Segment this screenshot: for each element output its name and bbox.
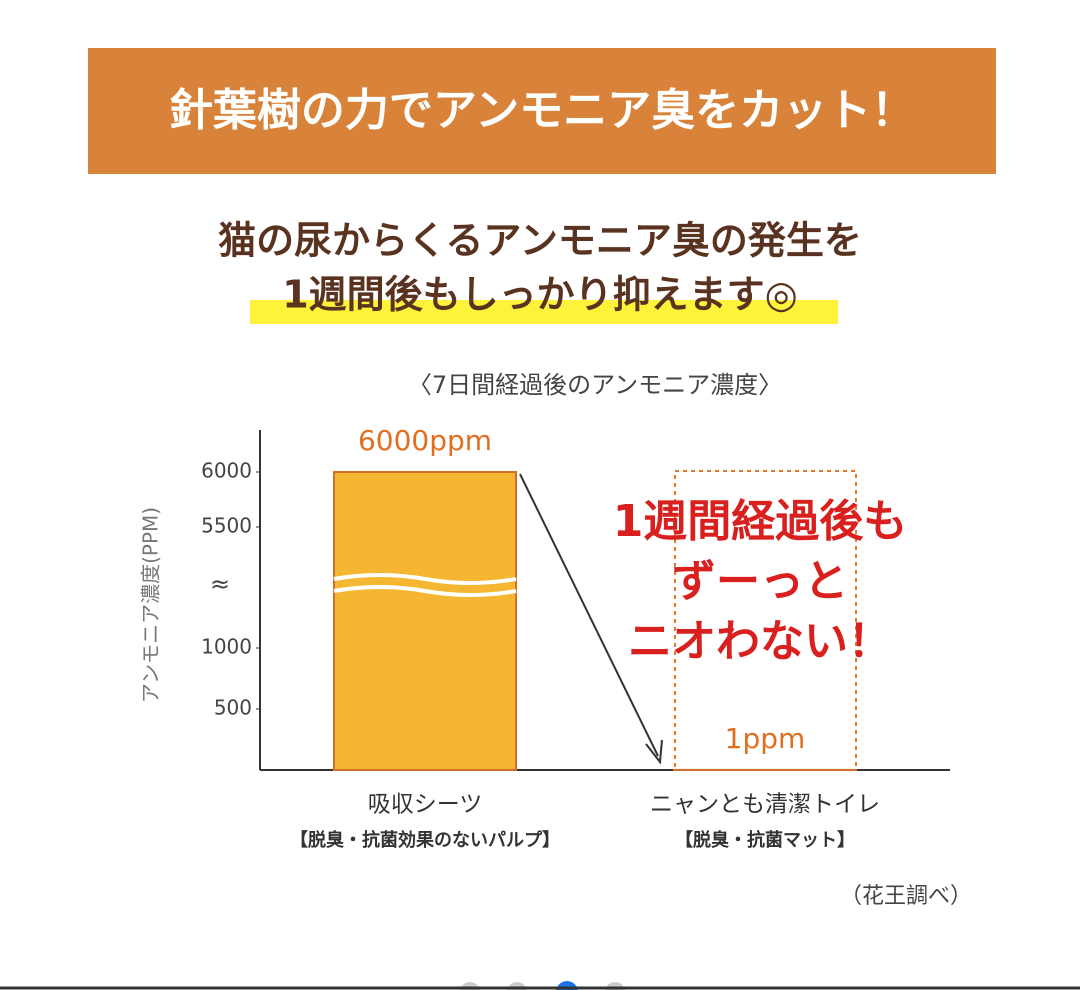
- y-tick-label: 1000: [201, 635, 252, 659]
- banner-title: 針葉樹の力でアンモニア臭をカット！: [169, 85, 915, 136]
- arrow-head: [645, 739, 663, 765]
- y-axis-label: アンモニア濃度(PPM): [139, 507, 163, 703]
- annotation: ずーっと: [672, 556, 848, 607]
- headline: 猫の尿からくるアンモニア臭の発生を: [218, 219, 862, 263]
- value-label: 6000ppm: [358, 424, 492, 457]
- y-tick-label: 500: [214, 696, 252, 720]
- axis-break-label: ≈: [210, 570, 230, 598]
- category-note: 【脱臭・抗菌マット】: [675, 829, 855, 851]
- y-tick-label: 5500: [201, 514, 252, 538]
- y-tick-label: 6000: [201, 459, 252, 483]
- annotation: ニオわない！: [628, 616, 892, 667]
- category-note: 【脱臭・抗菌効果のないパルプ】: [290, 829, 560, 851]
- annotation: 1週間経過後も: [613, 496, 908, 547]
- x-tick-label: ニャンとも清潔トイレ: [650, 792, 880, 818]
- break-wave: [333, 573, 517, 585]
- chart-title: 〈7日間経過後のアンモニア濃度〉: [408, 371, 782, 399]
- bar: [333, 471, 517, 771]
- headline: 1週間後もしっかり抑えます◎: [282, 273, 798, 317]
- value-label: 1ppm: [725, 722, 806, 755]
- arrow: [519, 473, 659, 757]
- highlight: [250, 300, 838, 324]
- x-tick-label: 吸収シーツ: [368, 792, 483, 818]
- break-wave: [333, 585, 517, 597]
- banner: [88, 48, 996, 174]
- source: （花王調べ）: [840, 884, 972, 909]
